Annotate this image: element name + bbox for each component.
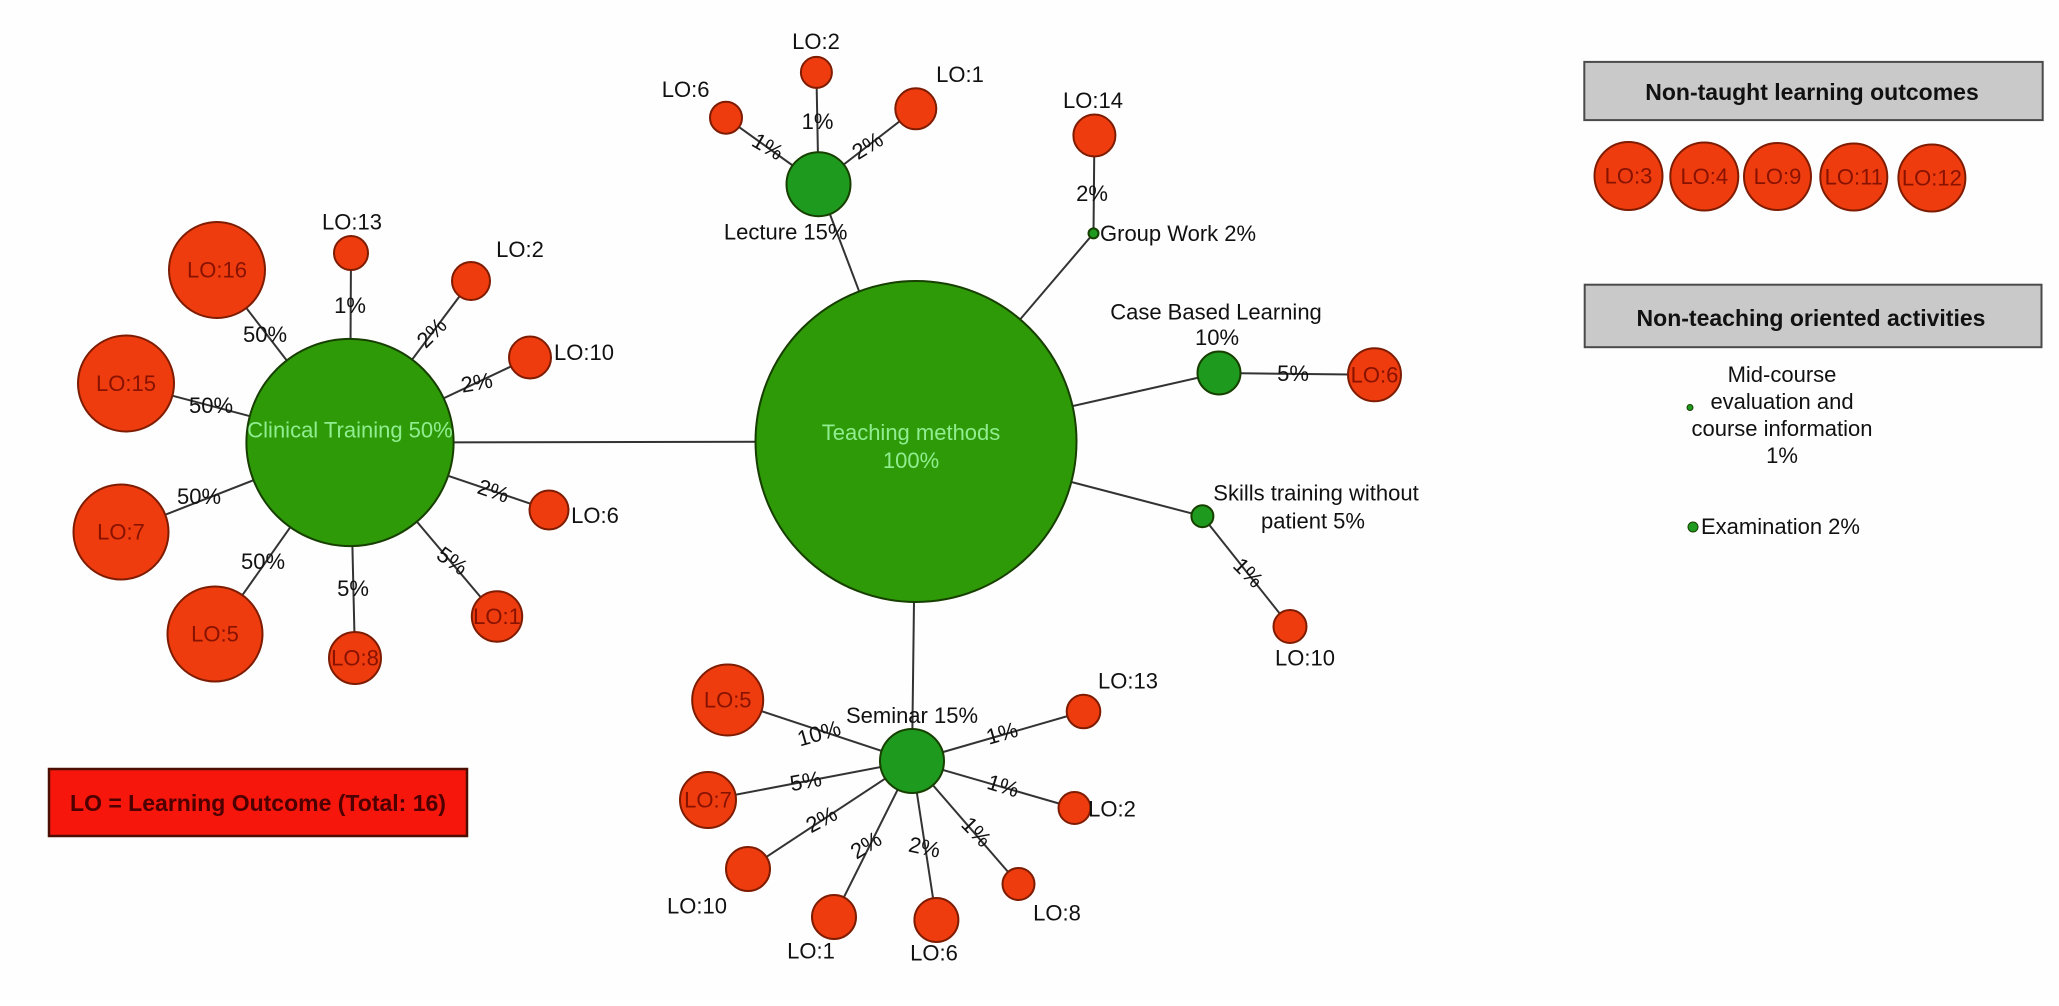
svg-text:1%: 1% <box>334 293 366 318</box>
svg-text:evaluation and: evaluation and <box>1710 389 1853 414</box>
svg-text:Seminar 15%: Seminar 15% <box>846 703 978 728</box>
svg-text:LO = Learning Outcome (Total:: LO = Learning Outcome (Total: 16) <box>70 790 446 816</box>
svg-text:1%: 1% <box>1766 443 1798 468</box>
svg-text:patient 5%: patient 5% <box>1261 509 1365 534</box>
svg-text:Teaching methods: Teaching methods <box>822 420 1001 445</box>
svg-text:5%: 5% <box>1277 361 1309 386</box>
svg-text:LO:13: LO:13 <box>1098 669 1158 694</box>
svg-text:Case Based Learning: Case Based Learning <box>1110 300 1322 325</box>
svg-text:LO:10: LO:10 <box>1275 646 1335 671</box>
svg-text:2%: 2% <box>459 368 495 398</box>
svg-text:5%: 5% <box>788 766 824 796</box>
svg-text:10%: 10% <box>1195 325 1239 350</box>
svg-text:LO:3: LO:3 <box>1605 164 1653 189</box>
svg-text:LO:6: LO:6 <box>662 77 710 102</box>
svg-text:LO:1: LO:1 <box>473 604 521 629</box>
svg-text:LO:16: LO:16 <box>187 258 247 283</box>
svg-text:1%: 1% <box>802 109 834 134</box>
svg-text:LO:7: LO:7 <box>97 520 145 545</box>
svg-text:LO:8: LO:8 <box>331 646 379 671</box>
svg-text:LO:5: LO:5 <box>191 622 239 647</box>
svg-text:2%: 2% <box>1076 181 1108 206</box>
svg-text:LO:15: LO:15 <box>96 371 156 396</box>
svg-text:Lecture 15%: Lecture 15% <box>724 220 848 245</box>
svg-text:LO:1: LO:1 <box>787 939 835 964</box>
svg-text:Skills training without: Skills training without <box>1213 481 1418 506</box>
svg-text:Non-taught learning outcomes: Non-taught learning outcomes <box>1645 79 1979 105</box>
svg-text:50%: 50% <box>243 322 287 347</box>
svg-text:LO:12: LO:12 <box>1902 166 1962 191</box>
svg-text:LO:11: LO:11 <box>1825 165 1883 190</box>
svg-text:LO:2: LO:2 <box>792 29 840 54</box>
svg-text:LO:6: LO:6 <box>1351 362 1399 387</box>
svg-text:LO:2: LO:2 <box>496 237 544 262</box>
svg-text:LO:4: LO:4 <box>1680 164 1728 189</box>
svg-text:50%: 50% <box>241 549 285 574</box>
svg-text:LO:7: LO:7 <box>684 788 732 813</box>
svg-text:Clinical Training 50%: Clinical Training 50% <box>247 418 452 443</box>
svg-text:LO:13: LO:13 <box>322 210 382 235</box>
svg-text:LO:8: LO:8 <box>1033 901 1081 926</box>
svg-text:50%: 50% <box>177 484 221 509</box>
svg-text:LO:1: LO:1 <box>936 62 984 87</box>
svg-text:5%: 5% <box>337 576 369 601</box>
svg-text:LO:2: LO:2 <box>1088 797 1136 822</box>
svg-text:LO:6: LO:6 <box>910 941 958 966</box>
svg-text:Group Work 2%: Group Work 2% <box>1100 221 1256 246</box>
svg-text:LO:5: LO:5 <box>704 688 752 713</box>
svg-text:100%: 100% <box>883 448 939 473</box>
svg-text:Non-teaching oriented activiti: Non-teaching oriented activities <box>1637 305 1986 331</box>
svg-text:LO:14: LO:14 <box>1063 88 1123 113</box>
svg-text:LO:10: LO:10 <box>667 894 727 919</box>
svg-text:LO:9: LO:9 <box>1754 164 1802 189</box>
svg-text:LO:10: LO:10 <box>554 340 614 365</box>
svg-text:Examination 2%: Examination 2% <box>1701 514 1860 539</box>
svg-text:course information: course information <box>1692 416 1873 441</box>
svg-text:Mid-course: Mid-course <box>1728 362 1837 387</box>
svg-text:50%: 50% <box>189 393 233 418</box>
svg-text:LO:6: LO:6 <box>571 503 619 528</box>
